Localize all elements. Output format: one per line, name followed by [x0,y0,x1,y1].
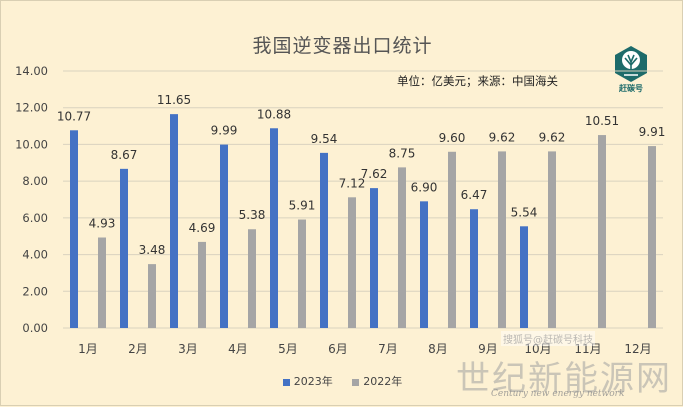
data-label: 9.62 [539,130,566,144]
data-label: 4.93 [89,216,116,230]
bar-2023年-1月 [70,130,78,328]
x-tick-label: 3月 [178,342,198,356]
tree-logo-icon: 赶碳号 [613,45,649,97]
data-label: 6.90 [411,180,438,194]
bar-2022年-2月 [148,264,156,328]
data-label: 9.60 [439,131,466,145]
data-label: 5.38 [239,208,266,222]
x-tick-label: 5月 [278,342,298,356]
x-tick-label: 2月 [128,342,148,356]
data-label: 9.99 [211,124,238,138]
bar-2023年-3月 [170,114,178,328]
bar-2022年-3月 [198,241,206,328]
x-tick-label: 8月 [428,342,448,356]
y-tick-label: 4.00 [22,248,48,262]
data-label: 5.91 [289,199,316,213]
y-tick-label: 0.00 [22,321,48,335]
x-tick-label: 1月 [78,342,98,356]
bar-2022年-1月 [98,237,106,328]
watermark-site-en: Century new energy network [491,389,625,399]
tree-logo-svg [615,46,647,82]
bar-2023年-9月 [470,209,478,328]
bar-2023年-7月 [370,188,378,328]
x-tick-label: 9月 [478,342,498,356]
bar-2023年-6月 [320,152,328,328]
data-label: 10.88 [257,107,291,121]
chart-title: 我国逆变器出口统计 [252,35,433,57]
bar-2023年-8月 [420,201,428,328]
data-label: 11.65 [157,93,191,107]
data-label: 7.12 [339,176,366,190]
data-label: 5.54 [511,205,538,219]
bar-2022年-7月 [398,167,406,328]
logo-text: 赶碳号 [619,84,643,93]
y-tick-label: 10.00 [15,137,48,151]
data-label: 9.91 [639,125,666,139]
watermark-site: 世纪新能源网 [456,359,672,399]
x-tick-label: 11月 [574,342,601,356]
data-label: 4.69 [189,221,216,235]
bar-2022年-12月 [648,146,656,328]
bar-2022年-10月 [548,151,556,328]
source-note: 单位：亿美元；来源：中国海关 [397,74,558,88]
data-label: 6.47 [461,188,488,202]
bar-2023年-10月 [520,226,528,328]
legend-item-2023: 2023年 [282,373,333,389]
legend-label-2022: 2022年 [363,375,403,388]
y-tick-label: 14.00 [15,64,48,78]
data-label: 8.67 [111,148,138,162]
watermark-sohu: 搜狐号@赶碳号科技 [501,331,595,346]
data-label: 9.62 [489,130,516,144]
bar-2023年-5月 [270,128,278,328]
y-tick-label: 2.00 [22,284,48,298]
data-label: 3.48 [139,243,166,257]
bar-2022年-8月 [448,151,456,328]
bar-2022年-6月 [348,197,356,328]
y-tick-label: 6.00 [22,211,48,225]
x-tick-label: 7月 [378,342,398,356]
legend-item-2022: 2022年 [352,373,402,389]
x-tick-label: 6月 [328,342,348,356]
x-tick-label: 12月 [624,342,651,356]
legend-swatch-2023 [282,378,290,386]
legend-label-2023: 2023年 [293,375,333,388]
legend: 2023年 2022年 [1,373,683,389]
y-tick-label: 8.00 [22,174,48,188]
bar-2023年-4月 [220,144,228,328]
data-label: 8.75 [389,146,416,160]
data-label: 9.54 [311,132,338,146]
bar-2022年-11月 [598,135,606,328]
legend-swatch-2022 [352,378,360,386]
data-label: 7.62 [361,167,388,181]
data-label: 10.51 [585,114,619,128]
bar-2022年-9月 [498,151,506,328]
bar-2023年-2月 [120,168,128,328]
y-tick-label: 12.00 [15,101,48,115]
data-label: 10.77 [57,109,91,123]
x-tick-label: 10月 [524,342,551,356]
bar-2022年-5月 [298,219,306,328]
x-tick-label: 4月 [228,342,248,356]
bar-2022年-4月 [248,229,256,328]
